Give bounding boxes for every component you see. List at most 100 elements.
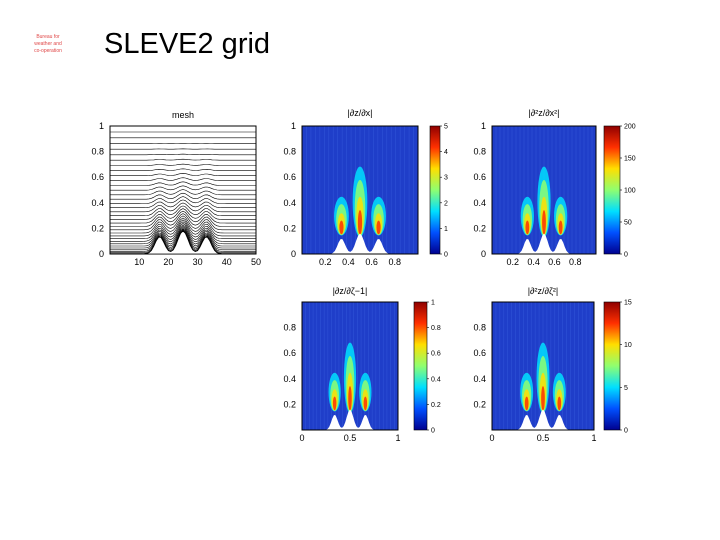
axes-frame — [301, 301, 399, 431]
colorbar — [603, 301, 621, 431]
colorbar-tick-label: 3 — [444, 175, 448, 182]
field-plume — [332, 396, 337, 411]
terrain — [492, 409, 594, 430]
terrain — [302, 409, 398, 430]
panel-title: |∂²z/∂x²| — [528, 108, 559, 118]
mesh-line — [110, 227, 256, 249]
mesh-line — [110, 181, 256, 186]
y-tick-label: 0.2 — [473, 399, 486, 409]
colorbar-tick-label: 10 — [624, 342, 632, 349]
colorbar — [413, 301, 428, 431]
panel-title: |∂²z/∂ζ²| — [528, 286, 559, 296]
colorbar-tick-label: 4 — [444, 149, 448, 156]
mesh-line — [110, 229, 256, 253]
mesh-line — [110, 168, 256, 171]
y-tick-label: 0.2 — [91, 223, 104, 233]
colorbar-tick-label: 0.2 — [431, 402, 441, 409]
mesh-line — [110, 173, 256, 176]
y-tick-label: 0 — [291, 249, 296, 259]
y-tick-label: 0.2 — [283, 223, 296, 233]
colorbar-tick-label: 5 — [624, 385, 628, 392]
x-tick-label: 0 — [489, 433, 494, 443]
y-tick-label: 0.6 — [283, 348, 296, 358]
field-plume — [363, 396, 368, 411]
mesh-line — [110, 228, 256, 251]
y-tick-label: 1 — [99, 121, 104, 131]
field-plume — [357, 210, 363, 235]
mesh-line — [110, 217, 256, 234]
mesh-line — [110, 153, 256, 156]
colorbar — [429, 125, 441, 255]
mesh-line — [110, 219, 256, 237]
colorbar-tick-label: 0.6 — [431, 351, 441, 358]
x-tick-label: 0.5 — [537, 433, 550, 443]
colorbar-tick-label: 0.4 — [431, 376, 441, 383]
panel-title: |∂z/∂ζ−1| — [333, 286, 368, 296]
x-tick-label: 40 — [222, 257, 232, 267]
mesh-line — [110, 189, 256, 196]
y-tick-label: 1 — [291, 121, 296, 131]
x-tick-label: 0.5 — [344, 433, 357, 443]
x-tick-label: 0.4 — [527, 257, 540, 267]
mesh-line — [110, 192, 256, 200]
field-plume — [376, 220, 381, 235]
y-tick-label: 0.4 — [473, 198, 486, 208]
x-tick-label: 30 — [193, 257, 203, 267]
terrain — [302, 233, 418, 254]
mesh-line — [110, 224, 256, 245]
y-tick-label: 0.8 — [91, 147, 104, 157]
y-tick-label: 1 — [481, 121, 486, 131]
colorbar-tick-label: 100 — [624, 188, 636, 195]
field-plume — [541, 386, 545, 411]
x-tick-label: 0 — [299, 433, 304, 443]
mesh-line — [110, 215, 256, 231]
mesh-line — [110, 223, 256, 242]
colorbar — [603, 125, 621, 255]
x-tick-label: 10 — [134, 257, 144, 267]
colorbar-tick-label: 50 — [624, 220, 632, 227]
y-tick-label: 0.6 — [91, 172, 104, 182]
y-tick-label: 0.8 — [473, 323, 486, 333]
field-plume — [348, 386, 352, 411]
axes-frame — [491, 125, 597, 255]
y-tick-label: 0.6 — [473, 172, 486, 182]
x-tick-label: 50 — [251, 257, 261, 267]
mesh-line — [110, 202, 256, 213]
x-tick-label: 0.6 — [365, 257, 378, 267]
mesh-line — [110, 228, 256, 252]
y-tick-label: 0.6 — [283, 172, 296, 182]
axes-frame — [301, 125, 419, 255]
x-tick-label: 0.4 — [342, 257, 355, 267]
x-tick-label: 20 — [163, 257, 173, 267]
colorbar-tick-label: 2 — [444, 200, 448, 207]
colorbar-tick-label: 0.8 — [431, 325, 441, 332]
mesh-line — [110, 208, 256, 220]
field-plume — [525, 220, 530, 235]
colorbar-tick-label: 15 — [624, 300, 632, 307]
y-tick-label: 0.8 — [473, 147, 486, 157]
y-tick-label: 0.4 — [473, 374, 486, 384]
y-tick-label: 0.2 — [283, 399, 296, 409]
x-tick-label: 1 — [591, 433, 596, 443]
y-tick-label: 0.8 — [283, 323, 296, 333]
y-tick-label: 0.8 — [283, 147, 296, 157]
mesh-line — [110, 225, 256, 247]
logo-line: Bureau for — [36, 34, 60, 40]
colorbar-tick-label: 0 — [624, 252, 628, 259]
x-tick-label: 1 — [395, 433, 400, 443]
field-plume — [542, 210, 546, 235]
logo-line: weather and — [34, 41, 62, 47]
mesh-line — [110, 158, 256, 161]
colorbar-tick-label: 5 — [444, 124, 448, 131]
field-plume — [339, 220, 344, 235]
terrain — [492, 233, 596, 254]
y-tick-label: 0.4 — [283, 374, 296, 384]
mesh-line — [110, 196, 256, 204]
mesh-line — [110, 177, 256, 181]
mesh-line — [110, 210, 256, 224]
y-tick-label: 0 — [99, 249, 104, 259]
colorbar-tick-label: 0 — [444, 252, 448, 259]
y-tick-label: 0.2 — [473, 223, 486, 233]
axes-frame — [491, 301, 595, 431]
